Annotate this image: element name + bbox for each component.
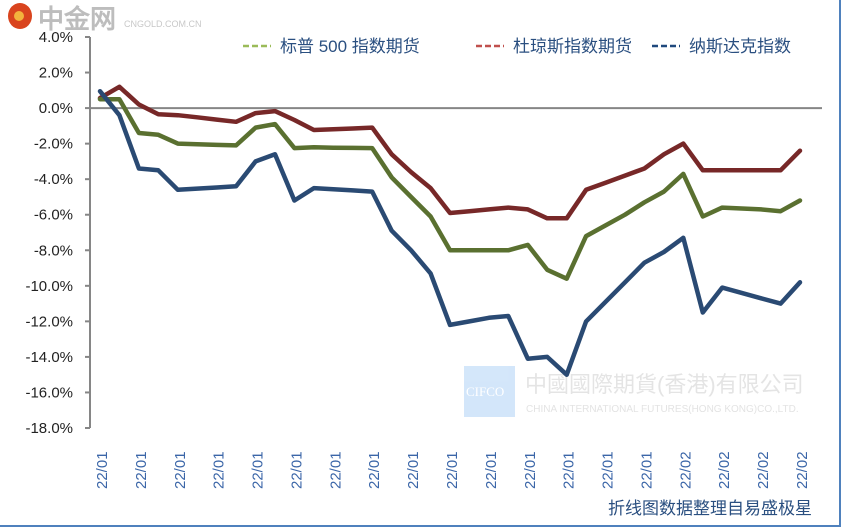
cngold-watermark: 中金网 CNGOLD.COM.CN [8, 3, 202, 34]
y-tick-label: -16.0% [25, 384, 73, 401]
cifco-en-text: CHINA INTERNATIONAL FUTURES(HONG KONG)CO… [526, 404, 799, 415]
axes: 4.0% 2.0% 0.0% -2.0% -4.0% -6.0% -8.0% -10.0% -1… [25, 29, 822, 489]
y-tick-label: -18.0% [25, 420, 73, 437]
x-tick-label: 22/01 [483, 451, 500, 489]
cifco-logo [464, 366, 515, 417]
x-tick-label: 22/02 [716, 451, 733, 489]
x-tick-label: 22/01 [561, 451, 578, 489]
y-tick-label: 4.0% [39, 29, 73, 46]
cngold-url: CNGOLD.COM.CN [124, 19, 202, 29]
y-tick-label: -2.0% [34, 136, 73, 153]
cifco-watermark: CIFCO 中國國際期貨(香港)有限公司 CHINA INTERNATIONAL… [464, 366, 804, 417]
x-tick-label: 22/01 [94, 451, 111, 489]
footer-note: 折线图数据整理自易盛极星 [608, 499, 812, 518]
x-tick-label: 22/01 [405, 451, 422, 489]
legend-label: 纳斯达克指数 [689, 37, 791, 56]
legend: 标普 500 指数期货 杜琼斯指数期货 纳斯达克指数 [243, 37, 791, 56]
series-line-2 [97, 88, 803, 377]
x-tick-label: 22/01 [444, 451, 461, 489]
cngold-logo-swirl [14, 11, 24, 21]
y-tick-label: -6.0% [34, 207, 73, 224]
x-tick-label: 22/01 [522, 451, 539, 489]
x-tick-label: 22/01 [172, 451, 189, 489]
series-lines [97, 84, 803, 377]
legend-label: 杜琼斯指数期货 [513, 37, 632, 56]
y-tick-label: 2.0% [39, 65, 73, 82]
x-tick-label: 22/01 [250, 451, 267, 489]
x-tick-label: 22/01 [211, 451, 228, 489]
y-tick-label: -14.0% [25, 349, 73, 366]
y-tick-label: -10.0% [25, 278, 73, 295]
y-tick-label: -8.0% [34, 242, 73, 259]
x-tick-label: 22/01 [133, 451, 150, 489]
y-tick-label: -4.0% [34, 171, 73, 188]
y-tick-label: 0.0% [39, 100, 73, 117]
cifco-cn-text: 中國國際期貨(香港)有限公司 [525, 372, 804, 397]
cngold-logo-text: 中金网 [38, 4, 116, 34]
y-tick-label: -12.0% [25, 313, 73, 330]
x-tick-label: 22/02 [755, 451, 772, 489]
cifco-logo-text: CIFCO [466, 384, 504, 399]
x-tick-label: 22/02 [794, 451, 811, 489]
x-tick-label: 22/01 [288, 451, 305, 489]
x-tick-label: 22/01 [600, 451, 617, 489]
x-tick-label: 22/01 [366, 451, 383, 489]
x-tick-label: 22/01 [327, 451, 344, 489]
x-tick-label: 22/01 [638, 451, 655, 489]
legend-label: 标普 500 指数期货 [280, 37, 420, 56]
x-tick-label: 22/02 [677, 451, 694, 489]
